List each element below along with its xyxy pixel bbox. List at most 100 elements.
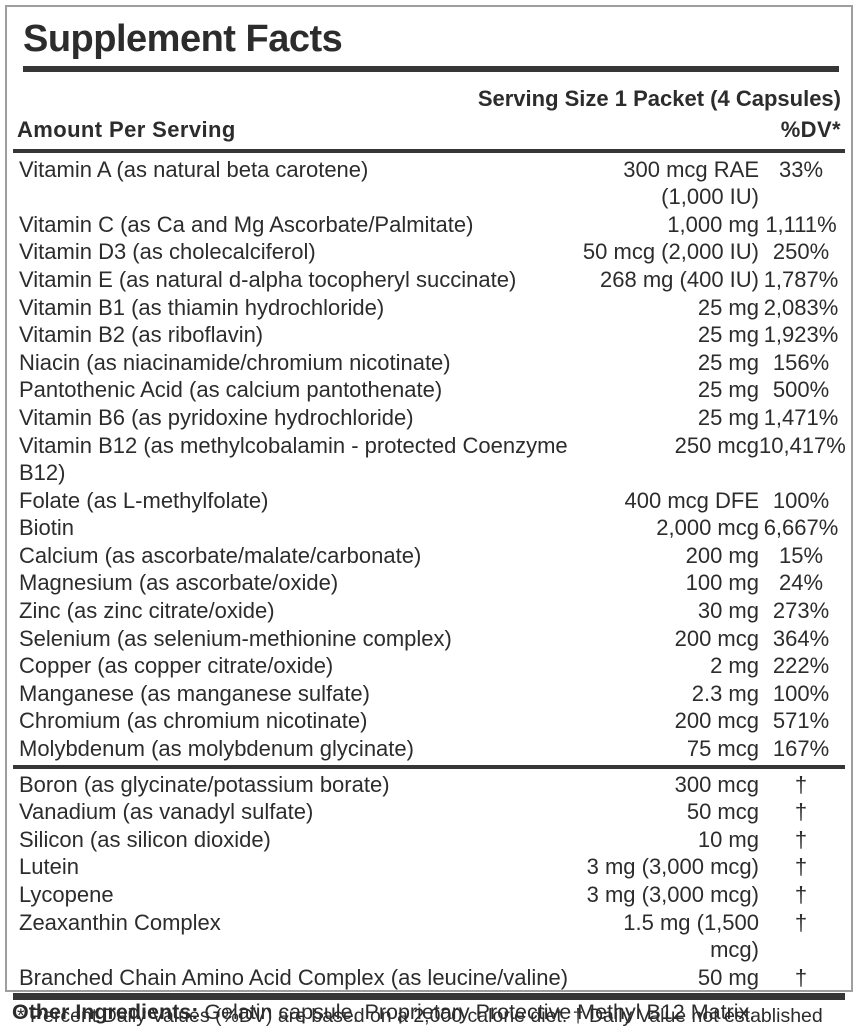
table-row: Lutein 3 mg (3,000 mcg) † [13,853,845,881]
ingredient-amount: 300 mcg [674,771,759,797]
ingredient-name: Zeaxanthin Complex [19,909,221,935]
ingredient-amount: 30 mg [697,598,759,624]
amount-per-serving-header: Amount Per Serving [17,117,236,143]
ingredient-dv: † [794,771,808,797]
nutrient-table: Vitamin A (as natural beta carotene) 300 … [13,153,846,992]
ingredient-name: Zinc (as zinc citrate/oxide) [19,598,275,624]
ingredient-name: Vitamin B6 (as pyridoxine hydrochloride) [19,404,414,430]
table-row: Vitamin A (as natural beta carotene) 300 … [13,156,845,211]
ingredient-name: Branched Chain Amino Acid Complex (as le… [19,964,569,990]
ingredient-dv: † [794,964,808,990]
panel-title: Supplement Facts [23,18,343,60]
ingredient-amount: 25 mg [697,294,759,320]
ingredient-name: Vitamin A (as natural beta carotene) [19,156,369,182]
ingredient-name: Folate (as L-methylfolate) [19,487,269,513]
ingredient-name: Vitamin E (as natural d-alpha tocopheryl… [19,266,517,292]
ingredient-dv: 6,667% [763,515,839,541]
ingredient-name: Niacin (as niacinamide/chromium nicotina… [19,349,451,375]
section-divider-rule [13,764,845,769]
ingredient-name: Chromium (as chromium nicotinate) [19,708,368,734]
ingredient-dv: † [794,909,808,935]
table-row: Lycopene 3 mg (3,000 mcg) † [13,881,845,909]
ingredient-amount: 25 mg [697,377,759,403]
ingredient-dv: † [794,826,808,852]
ingredient-dv: 167% [772,736,830,762]
ingredient-name: Manganese (as manganese sulfate) [19,680,370,706]
ingredient-name: Vitamin B1 (as thiamin hydrochloride) [19,294,385,320]
ingredient-amount: 50 mg [697,964,759,990]
ingredient-dv: 10,417% [759,432,846,458]
table-row: Niacin (as niacinamide/chromium nicotina… [13,349,845,377]
ingredient-amount: 300 mcg RAE (1,000 IU) [623,156,759,210]
ingredient-amount: 250 mcg [674,432,759,458]
ingredient-name: Vitamin D3 (as cholecalciferol) [19,239,316,265]
ingredient-amount: 1.5 mg (1,500 mcg) [623,909,759,963]
ingredient-dv: 15% [778,542,824,568]
ingredient-amount: 10 mg [697,826,759,852]
ingredient-dv: 250% [772,239,830,265]
ingredient-dv: † [794,882,808,908]
ingredient-amount: 1,000 mg [667,211,759,237]
table-row: Manganese (as manganese sulfate) 2.3 mg 10… [13,680,845,708]
ingredient-name: Vitamin C (as Ca and Mg Ascorbate/Palmit… [19,211,474,237]
ingredient-name: Vitamin B2 (as riboflavin) [19,322,264,348]
ingredient-dv: 100% [772,680,830,706]
ingredient-name: Lycopene [19,882,114,908]
ingredient-dv: 222% [772,653,830,679]
ingredient-name: Vanadium (as vanadyl sulfate) [19,799,314,825]
ingredient-name: Pantothenic Acid (as calcium pantothenat… [19,377,443,403]
table-row: Vitamin B1 (as thiamin hydrochloride) 25 … [13,294,845,322]
ingredient-name: Lutein [19,854,79,880]
table-row: Copper (as copper citrate/oxide) 2 mg 222% [13,652,845,680]
ingredient-dv: 1,923% [763,322,839,348]
ingredient-amount: 25 mg [697,349,759,375]
ingredient-name: Copper (as copper citrate/oxide) [19,653,334,679]
ingredient-amount: 75 mcg [686,736,759,762]
table-row: Molybdenum (as molybdenum glycinate) 75 m… [13,735,845,763]
ingredient-dv: 24% [778,570,824,596]
ingredient-amount: 100 mg [685,570,759,596]
ingredient-name: Calcium (as ascorbate/malate/carbonate) [19,542,422,568]
ingredient-amount: 3 mg (3,000 mcg) [586,882,759,908]
ingredient-dv: 100% [772,487,830,513]
table-row: Vanadium (as vanadyl sulfate) 50 mcg † [13,798,845,826]
ingredient-name: Biotin [19,515,75,541]
table-row: Vitamin C (as Ca and Mg Ascorbate/Palmit… [13,211,845,239]
supplement-facts-panel: Supplement Facts Serving Size 1 Packet (… [5,5,853,1027]
ingredient-name: Silicon (as silicon dioxide) [19,826,271,852]
ingredient-dv: 571% [772,708,830,734]
ingredient-amount: 2.3 mg [691,680,759,706]
ingredient-name: Selenium (as selenium-methionine complex… [19,625,452,651]
ingredient-amount: 3 mg (3,000 mcg) [586,854,759,880]
table-row: Silicon (as silicon dioxide) 10 mg † [13,826,845,854]
ingredient-amount: 50 mcg [686,799,759,825]
ingredient-amount: 200 mcg [674,708,759,734]
footnote-rule [13,993,845,1001]
ingredient-amount: 200 mg [685,542,759,568]
table-row: Vitamin D3 (as cholecalciferol) 50 mcg (2… [13,238,845,266]
ingredient-dv: 1,111% [765,211,837,237]
dv-footnote: * Percent Daily Values (%DV) are based o… [17,1005,823,1028]
other-ingredients: Other Ingredients: Gelatin capsule, Prop… [12,1000,852,1026]
ingredient-amount: 50 mcg (2,000 IU) [582,239,759,265]
other-ingredients-text: Gelatin capsule, Proprietary Protective … [198,1000,756,1024]
other-ingredients-label: Other Ingredients: [12,1000,199,1024]
ingredient-amount: 25 mg [697,322,759,348]
ingredient-name: Boron (as glycinate/potassium borate) [19,771,390,797]
table-row: Zeaxanthin Complex 1.5 mg (1,500 mcg) † [13,909,845,964]
column-header-row: Amount Per Serving %DV* [13,112,845,148]
table-row: Zinc (as zinc citrate/oxide) 30 mg 273% [13,597,845,625]
ingredient-dv: 364% [772,625,830,651]
ingredient-amount: 2 mg [710,653,759,679]
table-row: Boron (as glycinate/potassium borate) 300… [13,771,845,799]
dv-column-header: %DV* [780,117,841,143]
serving-size-text: Serving Size 1 Packet (4 Capsules) [477,85,841,111]
table-row: Branched Chain Amino Acid Complex (as le… [13,964,845,992]
ingredient-name: Vitamin B12 (as methylcobalamin - protec… [19,432,568,486]
ingredient-dv: 156% [772,349,830,375]
ingredient-dv: 500% [772,377,830,403]
table-row: Vitamin B6 (as pyridoxine hydrochloride)… [13,404,845,432]
table-row: Magnesium (as ascorbate/oxide) 100 mg 24% [13,569,845,597]
ingredient-amount: 25 mg [697,404,759,430]
table-row: Vitamin E (as natural d-alpha tocopheryl… [13,266,845,294]
